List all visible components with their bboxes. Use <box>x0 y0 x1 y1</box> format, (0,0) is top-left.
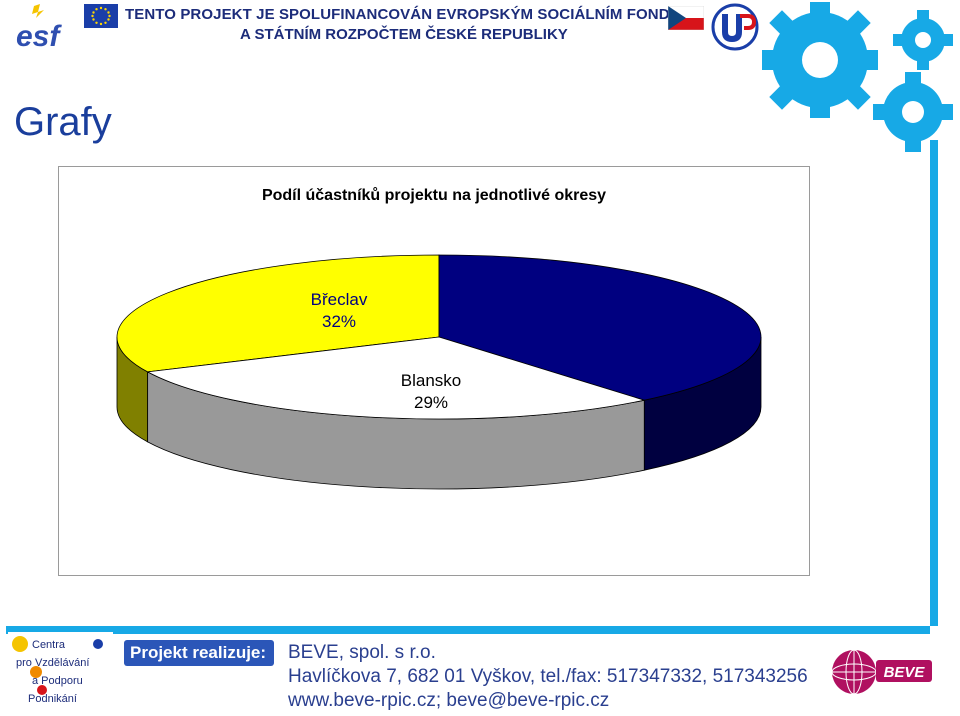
project-implementer-label: Projekt realizuje: <box>130 643 267 662</box>
czech-flag-icon <box>668 6 704 30</box>
cvp-logo: Centra pro Vzdělávání a Podporu Podnikán… <box>8 632 113 710</box>
beve-logo: BEVE <box>831 649 932 695</box>
footer-company: BEVE, spol. s r.o. <box>288 642 436 663</box>
gears-decoration <box>762 2 953 152</box>
right-frame-line <box>930 140 938 640</box>
pie-label-percent-2: 29% <box>414 393 448 412</box>
esf-logo-text: esf <box>16 20 62 52</box>
pie-label-name-0: Břeclav <box>311 290 368 309</box>
pie-label-name-1: Vyškov <box>540 300 595 319</box>
cvp-line-3: a Podporu <box>32 675 83 687</box>
pie-labels: Břeclav 32% Vyškov 39% Blansko 29% <box>311 290 595 412</box>
pie-label-name-2: Blansko <box>401 371 461 390</box>
header-cofinancing-line2: A STÁTNÍM ROZPOČTEM ČESKÉ REPUBLIKY <box>240 26 568 43</box>
pie-sides <box>116 336 762 490</box>
footer-address: Havlíčkova 7, 682 01 Vyškov, tel./fax: 5… <box>288 666 808 687</box>
pie-tops <box>116 254 762 420</box>
pie-slice-2 <box>146 336 646 420</box>
cvp-line-4: Podnikání <box>28 693 77 705</box>
slide-title: Grafy <box>14 100 112 144</box>
footer-accent-line <box>6 626 930 634</box>
chart-frame: Podíl účastníků projektu na jednotlivé o… <box>58 166 810 576</box>
university-logo <box>711 3 759 51</box>
header-cofinancing-line1: TENTO PROJEKT JE SPOLUFINANCOVÁN EVROPSK… <box>125 6 693 23</box>
cvp-line-2: pro Vzdělávání <box>16 657 89 669</box>
pie-slice-1 <box>438 254 762 401</box>
chart-title: Podíl účastníků projektu na jednotlivé o… <box>262 187 606 204</box>
pie-label-percent-0: 32% <box>322 312 356 331</box>
footer-web: www.beve-rpic.cz; beve@beve-rpic.cz <box>288 690 610 711</box>
pie-label-percent-1: 39% <box>550 322 584 341</box>
esf-logo: esf <box>16 4 62 52</box>
eu-flag-icon <box>84 4 118 28</box>
cvp-line-1: Centra <box>32 639 66 651</box>
pie-chart: Podíl účastníků projektu na jednotlivé o… <box>116 187 762 490</box>
project-implementer-badge: Projekt realizuje: <box>124 640 274 666</box>
pie-slice-0 <box>116 254 440 373</box>
beve-logo-text: BEVE <box>884 664 926 681</box>
